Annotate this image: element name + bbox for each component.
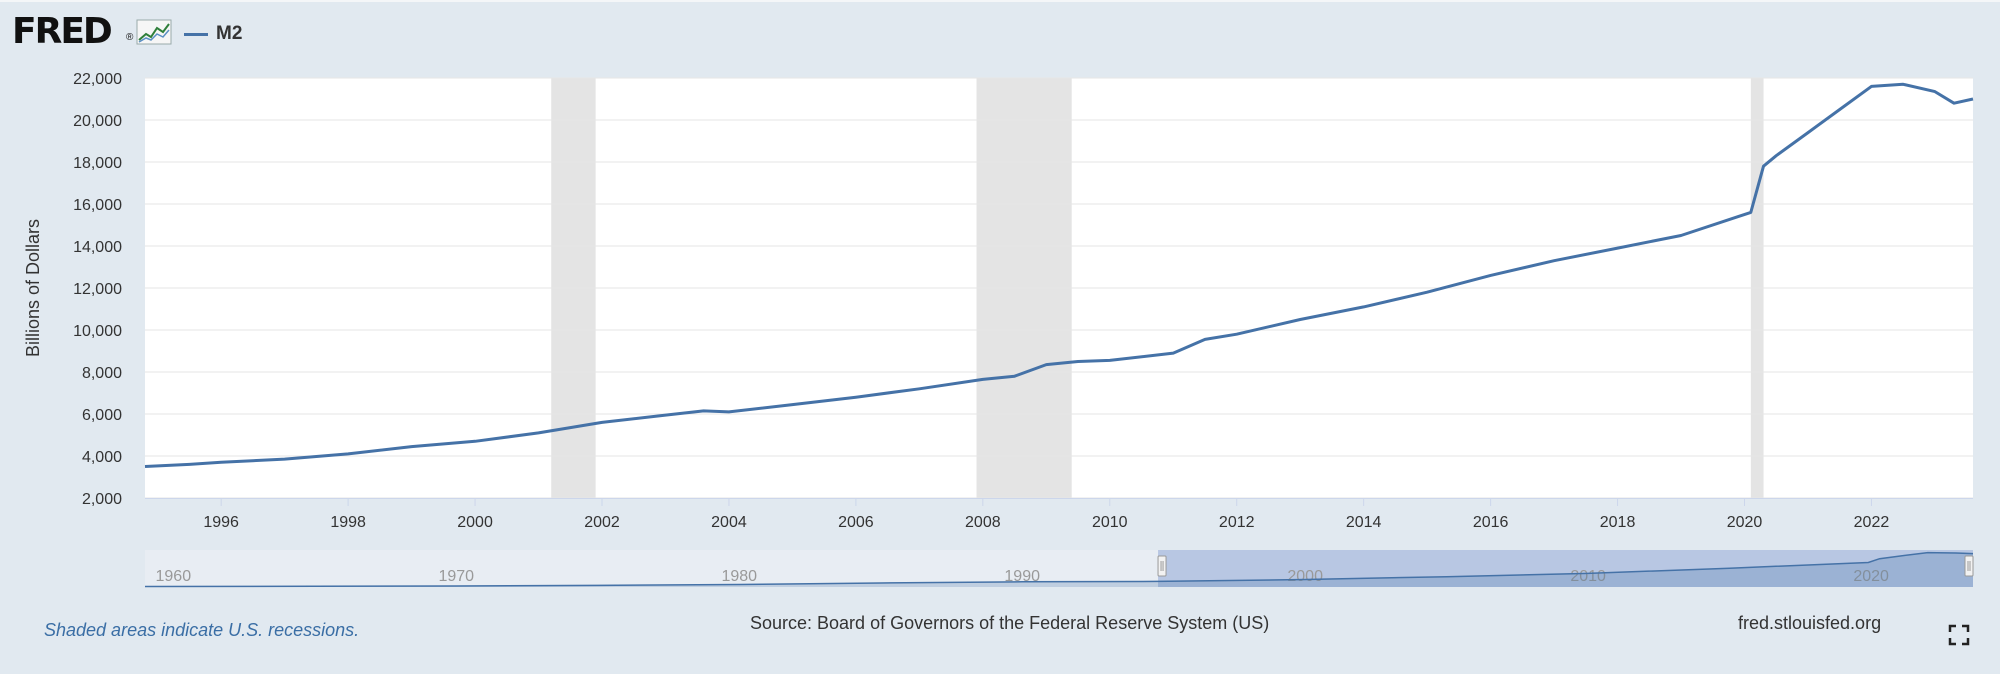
navigator-tick-label: 2000 bbox=[1287, 568, 1323, 585]
y-tick-label: 16,000 bbox=[73, 197, 122, 214]
navigator-tick-label: 1990 bbox=[1004, 568, 1040, 585]
navigator-handle-left[interactable] bbox=[1157, 555, 1167, 577]
x-tick-label: 2018 bbox=[1600, 514, 1636, 531]
y-tick-label: 20,000 bbox=[73, 113, 122, 130]
series-line-m2[interactable] bbox=[144, 82, 1974, 468]
y-axis-label: Billions of Dollars bbox=[23, 219, 43, 357]
y-tick-label: 8,000 bbox=[82, 365, 122, 382]
navigator-tick-label: 1980 bbox=[721, 568, 757, 585]
line-chart[interactable]: 2,000 4,000 6,000 8,000 10,000 12,000 14,000 16… bbox=[0, 0, 2000, 600]
recession-note: Shaded areas indicate U.S. recessions. bbox=[44, 620, 360, 640]
x-tick-label: 2020 bbox=[1727, 514, 1763, 531]
x-tick-label: 2016 bbox=[1473, 514, 1509, 531]
y-tick-label: 22,000 bbox=[73, 71, 122, 88]
x-tick-label: 2000 bbox=[457, 514, 493, 531]
chart-legend[interactable]: M2 bbox=[184, 20, 242, 48]
navigator-handle-grip[interactable] bbox=[1964, 555, 1974, 577]
x-tick-label: 1998 bbox=[330, 514, 366, 531]
navigator-series-area bbox=[145, 552, 1973, 587]
navigator-handle-grip[interactable] bbox=[1157, 555, 1167, 577]
site-link[interactable]: fred.stlouisfed.org bbox=[1738, 613, 1882, 633]
x-tick-label: 2010 bbox=[1092, 514, 1128, 531]
x-tick-label: 2004 bbox=[711, 514, 747, 531]
navigator-tick-label: 2010 bbox=[1570, 568, 1606, 585]
x-tick-label: 2014 bbox=[1346, 514, 1382, 531]
fred-logo[interactable]: FRED bbox=[12, 11, 113, 52]
legend-swatch bbox=[184, 32, 208, 36]
y-tick-label: 10,000 bbox=[73, 323, 122, 340]
y-tick-label: 4,000 bbox=[82, 449, 122, 466]
source-credit: Source: Board of Governors of the Federa… bbox=[750, 613, 1270, 633]
navigator-selection[interactable] bbox=[1158, 550, 1973, 587]
legend-label-m2: M2 bbox=[216, 23, 243, 44]
x-tick-label: 2002 bbox=[584, 514, 620, 531]
y-tick-label: 2,000 bbox=[82, 491, 122, 508]
x-tick-label: 1996 bbox=[203, 514, 239, 531]
fullscreen-icon[interactable] bbox=[1948, 624, 1970, 646]
navigator-handle-right[interactable] bbox=[1964, 555, 1974, 577]
x-tick-label: 2008 bbox=[965, 514, 1001, 531]
x-tick-label: 2022 bbox=[1854, 514, 1890, 531]
x-tick-label: 2006 bbox=[838, 514, 874, 531]
navigator-tick-label: 1960 bbox=[156, 568, 192, 585]
navigator-tick-label: 2020 bbox=[1853, 568, 1889, 585]
y-tick-label: 6,000 bbox=[82, 407, 122, 424]
y-tick-label: 18,000 bbox=[73, 155, 122, 172]
fred-logo-registered-mark: ® bbox=[126, 32, 134, 43]
x-tick-label: 2012 bbox=[1219, 514, 1255, 531]
fred-logo-graph-icon bbox=[136, 19, 172, 45]
y-tick-label: 12,000 bbox=[73, 281, 122, 298]
top-border bbox=[0, 0, 2000, 2]
y-tick-label: 14,000 bbox=[73, 239, 122, 256]
navigator-series-line bbox=[144, 551, 1974, 588]
navigator-tick-label: 1970 bbox=[438, 568, 474, 585]
